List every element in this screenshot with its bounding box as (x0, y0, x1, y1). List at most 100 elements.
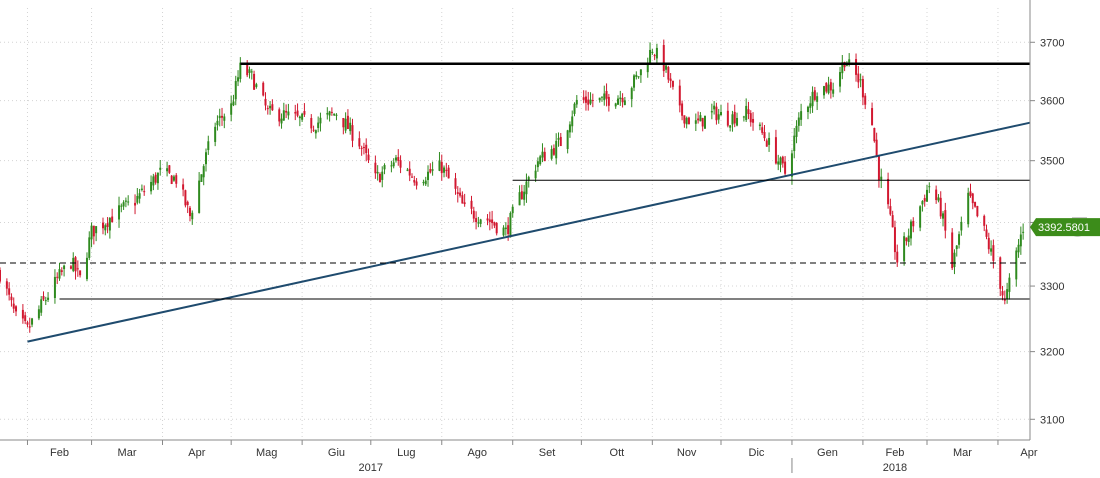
candle-body (983, 215, 986, 226)
candle-body (665, 65, 668, 70)
candle-body (120, 205, 123, 207)
candle-body (314, 130, 317, 134)
candle-body (614, 103, 617, 107)
candle-body (445, 169, 448, 171)
candle-body (301, 113, 304, 120)
candle-body (431, 169, 434, 171)
candle-body (942, 213, 945, 219)
candle-body (134, 202, 137, 206)
candle-body (797, 117, 800, 126)
x-tick-label: Ago (467, 447, 487, 459)
candle-body (742, 116, 745, 118)
candle-body (102, 222, 104, 229)
candle-body (1003, 298, 1006, 301)
candle-body (232, 101, 235, 106)
x-tick-label: Mar (118, 447, 137, 459)
candle-body (346, 115, 349, 129)
candle-body (312, 129, 315, 131)
candle-body (701, 118, 704, 127)
candle-body (921, 201, 924, 205)
candle-body (214, 126, 217, 142)
candle-body (5, 281, 8, 289)
candle-body (543, 151, 546, 162)
x-tick-label: Apr (1020, 447, 1037, 459)
candle-body (752, 118, 755, 123)
candle-body (726, 110, 729, 126)
candle-body (88, 237, 91, 258)
candle-body (154, 174, 157, 183)
candle-body (969, 191, 972, 196)
candle-body (12, 303, 15, 309)
x-tick-label: Dic (749, 447, 765, 459)
candle-body (651, 51, 654, 53)
candle-body (202, 166, 205, 178)
candle-body (381, 171, 384, 180)
candle-body (999, 257, 1002, 289)
candle-body (774, 137, 777, 164)
y-tick-label: 3300 (1040, 281, 1064, 293)
candle-body (875, 139, 878, 156)
candle-body (472, 210, 475, 219)
y-tick-label: 3500 (1040, 156, 1064, 168)
candle-body (749, 113, 752, 123)
candle-body (246, 64, 249, 76)
trend-line (27, 121, 1031, 343)
candle-body (525, 181, 528, 195)
candle-body (239, 62, 242, 79)
candle-body (974, 201, 977, 207)
candle-body (681, 103, 684, 116)
candle-body (170, 175, 173, 184)
candle-body (518, 192, 521, 206)
candle-body (793, 135, 796, 152)
candle-body (438, 160, 441, 171)
candle-body (527, 177, 530, 180)
candle-body (424, 180, 427, 185)
candle-body (605, 90, 608, 99)
candle-body (923, 198, 926, 202)
candle-body (28, 326, 31, 328)
candle-body (280, 118, 283, 124)
candle-body (806, 106, 809, 113)
last-price-badge: 3392.5801 (1030, 218, 1100, 237)
candle-body (893, 227, 896, 253)
candle-body (200, 174, 203, 182)
candle-body (1017, 244, 1020, 253)
candle-body (188, 207, 191, 217)
last-price-badge-bg (1030, 218, 1100, 237)
candle-body (855, 59, 858, 75)
candle-body (573, 103, 576, 114)
year-label: 2018 (883, 462, 907, 474)
candles (0, 39, 1025, 333)
candle-body (575, 99, 578, 105)
candle-body (729, 125, 732, 128)
x-tick-label: Feb (885, 447, 904, 459)
candle-body (557, 138, 560, 140)
candle-body (285, 110, 288, 113)
candle-body (271, 104, 274, 111)
candle-body (56, 276, 59, 278)
x-tick-label: Mag (256, 447, 277, 459)
candle-body (15, 306, 18, 312)
candle-body (655, 47, 658, 59)
candle-body (566, 130, 569, 150)
candle-body (958, 234, 961, 245)
candle-body (44, 300, 47, 302)
candle-body (987, 237, 990, 250)
candle-body (76, 268, 79, 270)
candle-body (715, 106, 718, 121)
candle-body (523, 191, 526, 200)
last-price-label: 3392.5801 (1038, 222, 1090, 234)
candle-body (477, 222, 480, 224)
candle-body (763, 132, 766, 139)
candle-body (140, 188, 143, 190)
candle-body (333, 113, 336, 116)
candle-body (768, 137, 771, 145)
candle-body (360, 147, 363, 149)
candle-body (367, 154, 370, 161)
candle-body (136, 195, 139, 203)
candle-body (633, 75, 636, 88)
candle-body (589, 99, 592, 104)
candle-body (971, 193, 974, 204)
candle-body (976, 205, 979, 217)
